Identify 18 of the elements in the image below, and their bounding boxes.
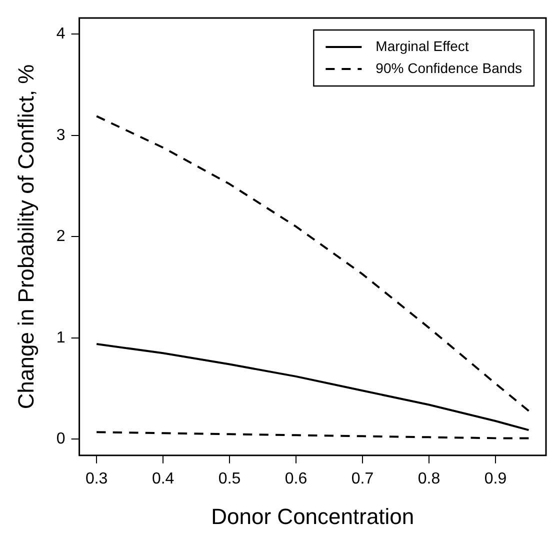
x-tick-label: 0.8 bbox=[418, 470, 440, 488]
y-tick-label: 2 bbox=[56, 228, 66, 246]
x-tick-label: 0.9 bbox=[484, 470, 507, 488]
x-tick-label: 0.7 bbox=[351, 470, 374, 488]
x-tick-label: 0.3 bbox=[85, 470, 108, 488]
y-tick-label: 0 bbox=[56, 430, 66, 448]
legend-label: Marginal Effect bbox=[376, 38, 469, 54]
line-series bbox=[96, 431, 530, 440]
y-tick-label: 4 bbox=[56, 26, 66, 43]
x-tick-label: 0.6 bbox=[284, 470, 308, 488]
y-tick-label: 3 bbox=[56, 126, 66, 144]
y-tick-label: 1 bbox=[56, 329, 66, 346]
x-axis-title: Donor Concentration bbox=[211, 504, 414, 529]
x-tick-label: 0.4 bbox=[152, 470, 174, 488]
y-axis-title: Change in Probability of Conflict, % bbox=[13, 64, 38, 410]
line-series bbox=[96, 115, 530, 412]
legend-label: 90% Confidence Bands bbox=[376, 60, 522, 76]
x-tick-label: 0.5 bbox=[218, 470, 241, 488]
